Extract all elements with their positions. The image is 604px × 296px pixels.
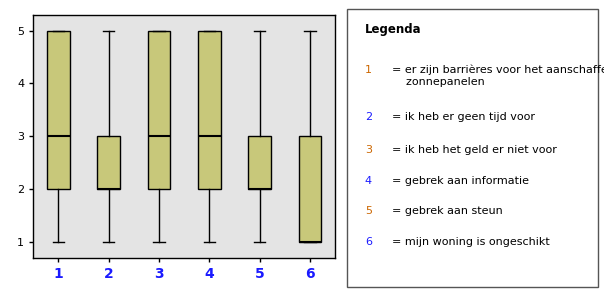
Text: = gebrek aan steun: = gebrek aan steun: [393, 206, 503, 216]
Text: 5: 5: [365, 206, 372, 216]
Text: = mijn woning is ongeschikt: = mijn woning is ongeschikt: [393, 237, 550, 247]
PathPatch shape: [299, 136, 321, 242]
Text: 1: 1: [365, 65, 372, 75]
Text: 6: 6: [365, 237, 372, 247]
PathPatch shape: [198, 30, 220, 189]
PathPatch shape: [97, 136, 120, 189]
PathPatch shape: [148, 30, 170, 189]
Text: 4: 4: [365, 176, 372, 186]
Text: 2: 2: [365, 112, 372, 122]
Text: 3: 3: [365, 145, 372, 155]
Text: = gebrek aan informatie: = gebrek aan informatie: [393, 176, 530, 186]
Text: Legenda: Legenda: [365, 23, 422, 36]
PathPatch shape: [248, 136, 271, 189]
FancyBboxPatch shape: [347, 9, 598, 287]
Text: = er zijn barrières voor het aanschaffen van
    zonnepanelen: = er zijn barrières voor het aanschaffen…: [393, 65, 604, 87]
Text: = ik heb er geen tijd voor: = ik heb er geen tijd voor: [393, 112, 535, 122]
Text: = ik heb het geld er niet voor: = ik heb het geld er niet voor: [393, 145, 557, 155]
PathPatch shape: [47, 30, 69, 189]
